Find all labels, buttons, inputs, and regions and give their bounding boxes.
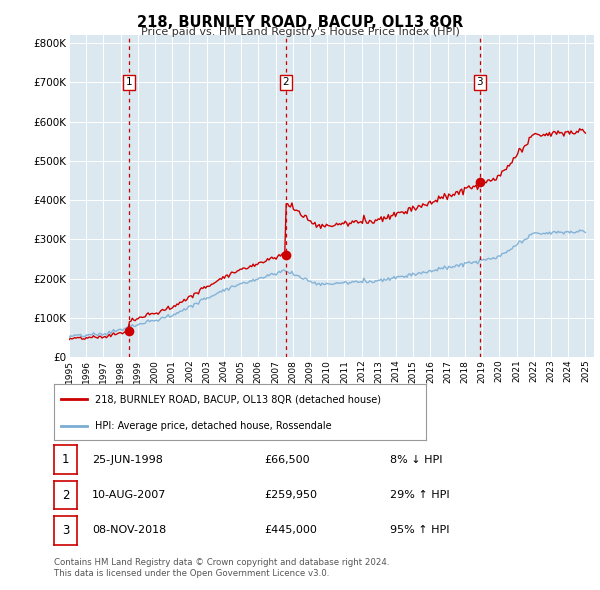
Text: £66,500: £66,500 (264, 455, 310, 464)
Text: 29% ↑ HPI: 29% ↑ HPI (390, 490, 449, 500)
Text: 1: 1 (62, 453, 69, 466)
Text: £259,950: £259,950 (264, 490, 317, 500)
Text: 3: 3 (476, 77, 483, 87)
Text: 1: 1 (126, 77, 133, 87)
Text: 08-NOV-2018: 08-NOV-2018 (92, 526, 166, 535)
Text: 2: 2 (283, 77, 289, 87)
Text: 2: 2 (62, 489, 69, 502)
Text: 218, BURNLEY ROAD, BACUP, OL13 8QR: 218, BURNLEY ROAD, BACUP, OL13 8QR (137, 15, 463, 30)
Text: 25-JUN-1998: 25-JUN-1998 (92, 455, 163, 464)
Text: Contains HM Land Registry data © Crown copyright and database right 2024.
This d: Contains HM Land Registry data © Crown c… (54, 558, 389, 578)
Text: 8% ↓ HPI: 8% ↓ HPI (390, 455, 443, 464)
Text: 218, BURNLEY ROAD, BACUP, OL13 8QR (detached house): 218, BURNLEY ROAD, BACUP, OL13 8QR (deta… (95, 394, 381, 404)
Text: 10-AUG-2007: 10-AUG-2007 (92, 490, 166, 500)
Text: £445,000: £445,000 (264, 526, 317, 535)
Text: HPI: Average price, detached house, Rossendale: HPI: Average price, detached house, Ross… (95, 421, 332, 431)
Text: 3: 3 (62, 524, 69, 537)
Text: Price paid vs. HM Land Registry's House Price Index (HPI): Price paid vs. HM Land Registry's House … (140, 27, 460, 37)
Text: 95% ↑ HPI: 95% ↑ HPI (390, 526, 449, 535)
